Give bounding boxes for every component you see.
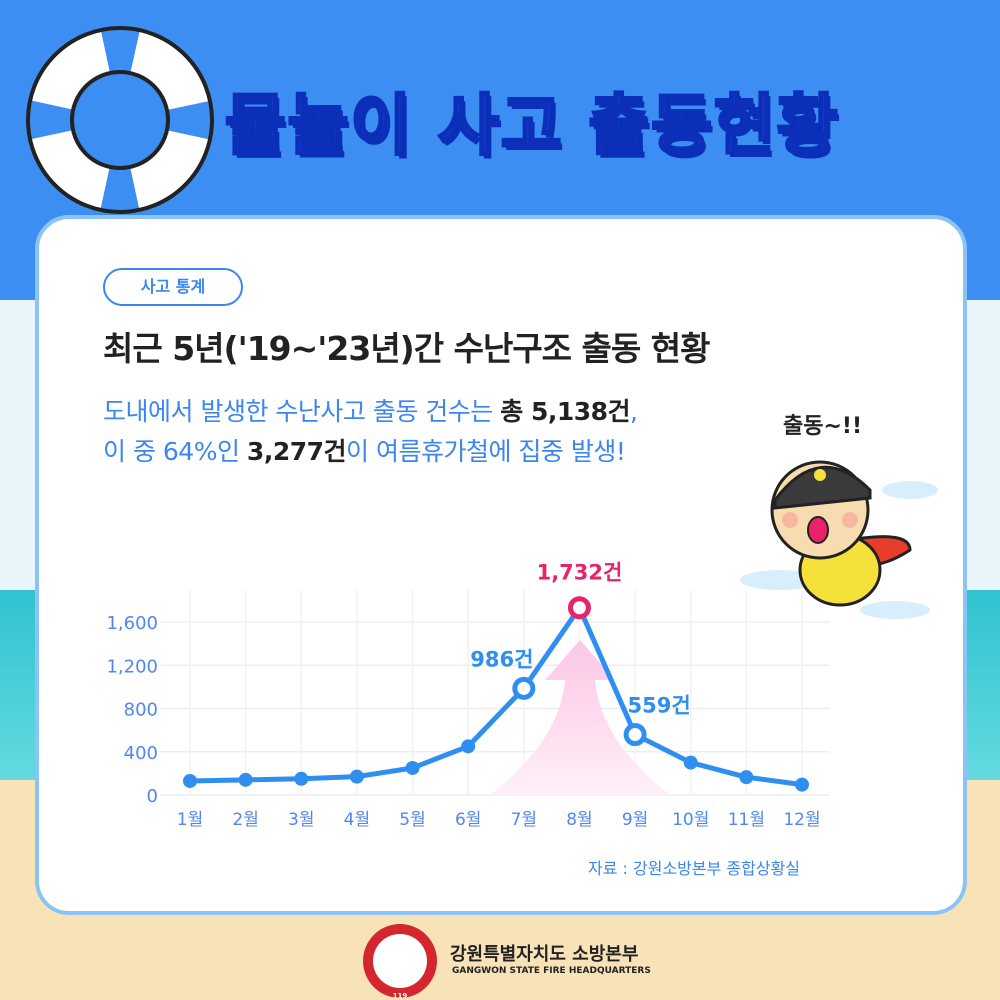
data-point: [349, 769, 364, 784]
data-point: [183, 773, 197, 788]
y-tick-label: 800: [124, 700, 158, 721]
x-tick-label: 2월: [232, 810, 258, 830]
life-ring-icon: [26, 26, 214, 214]
section-heading: 최근 5년('19~'23년)간 수난구조 출동 현황: [103, 329, 710, 368]
fire-hq-logo: 119: [363, 924, 437, 1000]
desc-text: 도내에서 발생한 수난사고 출동 건수는: [103, 397, 501, 426]
x-tick-label: 9월: [622, 810, 648, 830]
data-point-highlight: [567, 596, 591, 620]
data-point: [683, 755, 698, 770]
x-tick-label: 4월: [344, 810, 370, 830]
footer-org-name: 강원특별자치도 소방본부: [450, 944, 639, 965]
rising-arrow-decoration: [490, 640, 670, 795]
x-tick-label: 6월: [455, 810, 481, 830]
x-tick-label: 1월: [177, 810, 203, 830]
y-tick-label: 0: [147, 786, 158, 807]
y-tick-label: 400: [124, 743, 158, 764]
description-line-1: 도내에서 발생한 수난사고 출동 건수는 총 5,138건,: [103, 392, 638, 428]
x-tick-label: 7월: [511, 810, 537, 830]
series-line: [189, 605, 803, 788]
data-point: [461, 739, 476, 754]
data-point: [294, 771, 309, 786]
desc-text: 이 중 64%인: [103, 437, 247, 466]
x-tick-label: 8월: [566, 810, 592, 830]
data-label: 1,732건: [537, 561, 623, 585]
y-tick-label: 1,600: [106, 613, 158, 634]
data-point-highlight: [623, 723, 647, 747]
x-tick-label: 5월: [399, 810, 425, 830]
y-tick-label: 1,200: [106, 656, 158, 677]
x-tick-label: 3월: [288, 810, 314, 830]
desc-total: 총 5,138건: [500, 397, 631, 426]
data-point: [238, 772, 253, 787]
description-line-2: 이 중 64%인 3,277건이 여름휴가철에 집중 발생!: [103, 432, 626, 468]
x-tick-label: 10월: [672, 810, 709, 830]
desc-summer-count: 3,277건: [246, 437, 347, 466]
category-badge: 사고 통계: [103, 268, 243, 306]
firefighter-character-illustration: [740, 460, 938, 619]
data-point-highlight: [512, 676, 536, 700]
data-point: [739, 770, 754, 785]
x-tick-label: 12월: [783, 810, 820, 830]
character-shout: 출동~!!: [783, 414, 862, 439]
data-point: [405, 760, 420, 775]
desc-text: 이 여름휴가철에 집중 발생!: [346, 437, 626, 466]
data-label: 559건: [628, 694, 691, 718]
data-source: 자료 : 강원소방본부 종합상황실: [588, 859, 801, 878]
desc-text: ,: [630, 397, 638, 426]
page-title: 물놀이 사고 출동현황: [223, 86, 840, 166]
footer-org-english: GANGWON STATE FIRE HEADQUARTERS: [452, 966, 651, 976]
x-tick-label: 11월: [728, 810, 765, 830]
data-point: [795, 777, 809, 792]
svg-text:119: 119: [393, 992, 408, 1000]
data-label: 986건: [470, 647, 533, 671]
